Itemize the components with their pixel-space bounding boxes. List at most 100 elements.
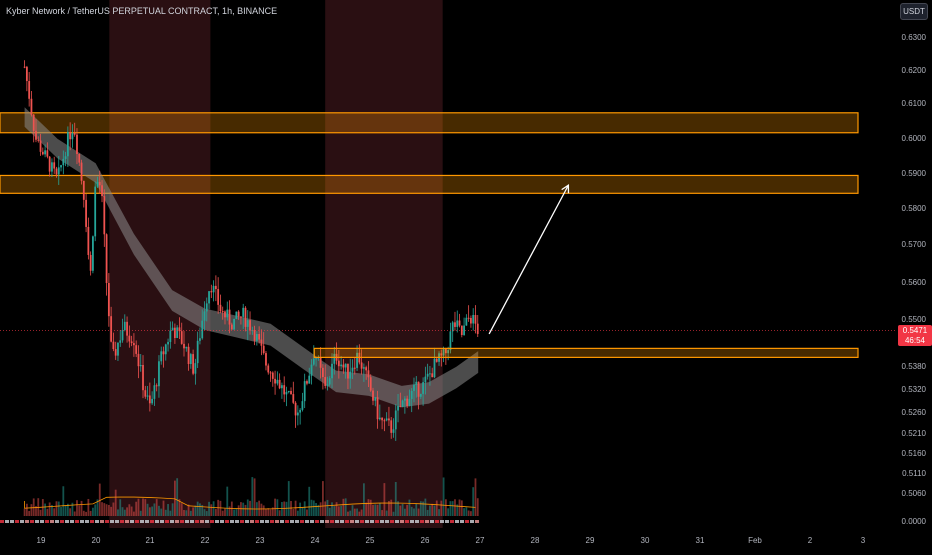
session-strip-76: [380, 520, 384, 523]
session-shade-1: [109, 0, 211, 528]
candle-body-187: [449, 331, 452, 351]
volume-bar-162: [392, 511, 395, 516]
candle-body-199: [476, 323, 479, 334]
volume-bar-23: [76, 500, 78, 516]
session-strip-84: [420, 520, 424, 523]
candle-body-63: [167, 341, 169, 345]
volume-bar-122: [301, 507, 304, 516]
candle-body-193: [463, 325, 465, 335]
volume-bar-16: [60, 506, 62, 516]
candle-body-12: [51, 162, 53, 172]
volume-bar-54: [146, 503, 149, 516]
candle-body-120: [296, 412, 299, 416]
session-strip-67: [335, 520, 339, 523]
candle-body-196: [470, 317, 472, 324]
candle-body-113: [281, 385, 283, 389]
currency-button[interactable]: USDT: [900, 3, 928, 20]
volume-bar-57: [153, 503, 156, 516]
candle-body-175: [422, 382, 424, 394]
volume-bar-115: [285, 501, 288, 516]
session-strip-6: [30, 520, 34, 523]
volume-bar-24: [78, 505, 81, 516]
volume-bar-100: [251, 477, 254, 516]
session-strip-17: [85, 520, 89, 523]
candle-body-146: [356, 352, 358, 368]
x-tick-label-13: Feb: [748, 536, 762, 545]
candle-body-186: [447, 350, 450, 354]
session-strip-72: [360, 520, 364, 523]
candle-body-4: [32, 114, 35, 131]
session-strip-58: [290, 520, 294, 523]
volume-bar-172: [415, 503, 418, 516]
volume-bar-185: [444, 499, 447, 516]
x-tick-label-15: 3: [861, 536, 866, 545]
candle-body-180: [433, 358, 436, 378]
candle-body-27: [85, 199, 87, 227]
candle-body-118: [292, 394, 295, 403]
session-strip-11: [55, 520, 59, 523]
x-tick-label-9: 28: [531, 536, 540, 545]
volume-bar-129: [317, 504, 320, 516]
volume-bar-64: [169, 510, 172, 516]
candle-body-67: [176, 327, 179, 339]
candle-body-106: [265, 353, 267, 366]
session-strip-52: [260, 520, 264, 523]
volume-bar-60: [160, 508, 163, 516]
session-strip-29: [145, 520, 149, 523]
candle-body-176: [424, 376, 427, 383]
candle-body-159: [385, 418, 388, 421]
candle-body-26: [82, 180, 85, 200]
x-tick-label-10: 29: [586, 536, 595, 545]
candle-body-126: [310, 364, 313, 376]
volume-bar-112: [278, 510, 281, 516]
candle-body-14: [55, 168, 58, 175]
session-strip-8: [40, 520, 44, 523]
volume-bar-19: [66, 503, 69, 516]
candle-body-81: [208, 291, 210, 304]
candle-body-134: [328, 378, 331, 385]
candle-body-6: [37, 139, 40, 141]
session-strip-93: [465, 520, 469, 523]
volume-bar-89: [226, 486, 229, 516]
candle-body-190: [456, 320, 459, 327]
volume-bar-154: [374, 504, 377, 516]
volume-bar-80: [205, 511, 208, 516]
volume-bar-109: [271, 507, 274, 516]
candle-body-127: [312, 358, 315, 365]
volume-bar-59: [158, 505, 160, 516]
volume-bar-137: [335, 502, 338, 516]
volume-bar-87: [221, 510, 224, 516]
volume-bar-40: [114, 489, 117, 516]
volume-bar-169: [408, 499, 411, 516]
session-strip-51: [255, 520, 259, 523]
candle-body-20: [69, 132, 72, 140]
session-strip-35: [175, 520, 179, 523]
volume-bar-66: [173, 480, 176, 516]
volume-bar-161: [390, 499, 393, 516]
volume-bar-127: [312, 500, 315, 516]
candle-body-91: [230, 324, 233, 330]
candle-body-130: [319, 357, 322, 368]
volume-bar-157: [381, 510, 384, 516]
volume-bar-139: [340, 505, 343, 516]
session-strip-7: [35, 520, 39, 523]
volume-bar-50: [137, 498, 140, 516]
candle-body-163: [394, 410, 397, 430]
volume-bar-4: [32, 498, 35, 516]
chart-title: Kyber Network / TetherUS PERPETUAL CONTR…: [6, 6, 278, 16]
candle-body-85: [217, 289, 220, 305]
candle-body-108: [269, 372, 272, 374]
candle-body-114: [283, 385, 286, 395]
candle-body-144: [351, 367, 354, 372]
volume-bar-2: [28, 510, 31, 516]
session-strip-95: [475, 520, 479, 523]
volume-bar-7: [39, 509, 42, 516]
volume-bar-46: [128, 504, 131, 516]
candle-body-170: [410, 390, 413, 399]
y-tick-label-4: 0.5900: [902, 169, 927, 178]
candle-body-84: [214, 285, 217, 290]
y-tick-label-10: 0.5320: [902, 385, 927, 394]
session-strip-78: [390, 520, 394, 523]
volume-bar-32: [96, 499, 99, 516]
